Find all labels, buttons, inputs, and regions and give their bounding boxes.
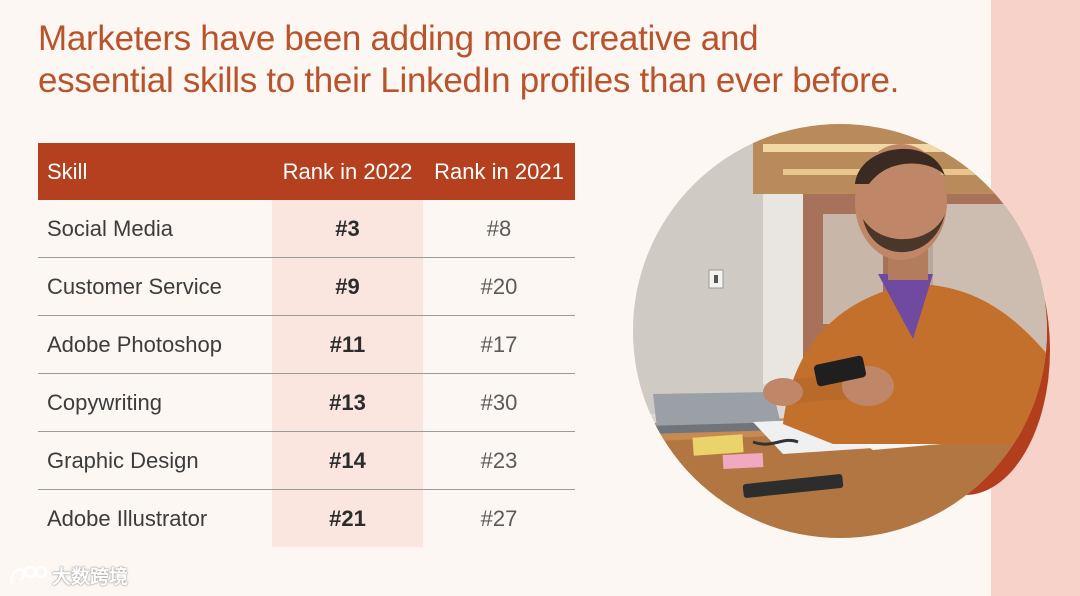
page-title: Marketers have been adding more creative…: [38, 18, 938, 102]
rank-2021-cell: #30: [480, 389, 518, 415]
photo-illustration: [633, 124, 1047, 538]
table-row: Copywriting #13 #30: [38, 374, 575, 432]
skill-cell: Adobe Photoshop: [47, 331, 222, 357]
marketer-photo: [633, 124, 1047, 538]
skill-cell: Copywriting: [47, 389, 162, 415]
header-skill: Skill: [47, 158, 88, 184]
skill-cell: Graphic Design: [47, 447, 199, 473]
rank-2022-cell: #14: [329, 447, 366, 473]
skills-rank-table: Skill Rank in 2022 Rank in 2021 Social M…: [38, 143, 575, 548]
watermark: 大数跨境: [8, 562, 128, 589]
title-line-2: essential skills to their LinkedIn profi…: [38, 61, 900, 100]
rank-2021-cell: #23: [480, 447, 518, 473]
title-line-1: Marketers have been adding more creative…: [38, 19, 759, 58]
header-rank-2021: Rank in 2021: [434, 158, 564, 184]
header-rank-2022: Rank in 2022: [282, 158, 413, 184]
skill-cell: Customer Service: [47, 273, 222, 299]
table-row: Customer Service #9 #20: [38, 258, 575, 316]
table-row: Social Media #3 #8: [38, 200, 575, 258]
watermark-logo-icon: [10, 565, 48, 584]
rank-2022-cell: #3: [335, 215, 360, 241]
skill-cell: Adobe Illustrator: [47, 506, 208, 531]
rank-2022-cell: #11: [329, 331, 366, 357]
table-header: Skill Rank in 2022 Rank in 2021: [38, 143, 575, 200]
table-row: Graphic Design #14 #23: [38, 432, 575, 490]
skill-cell: Social Media: [47, 215, 173, 241]
rank-2021-cell: #8: [486, 215, 512, 241]
rank-2021-cell: #27: [480, 506, 518, 531]
table-row: Adobe Illustrator #21 #27: [38, 490, 575, 548]
rank-2022-cell: #9: [335, 273, 360, 299]
rank-2022-cell: #21: [329, 506, 366, 531]
rank-2021-cell: #20: [480, 273, 518, 299]
table-body: Social Media #3 #8 Customer Service #9 #…: [38, 200, 575, 548]
table-row: Adobe Photoshop #11 #17: [38, 316, 575, 374]
watermark-text: 大数跨境: [52, 567, 129, 588]
rank-2021-cell: #17: [480, 331, 518, 357]
rank-2022-cell: #13: [329, 389, 366, 415]
